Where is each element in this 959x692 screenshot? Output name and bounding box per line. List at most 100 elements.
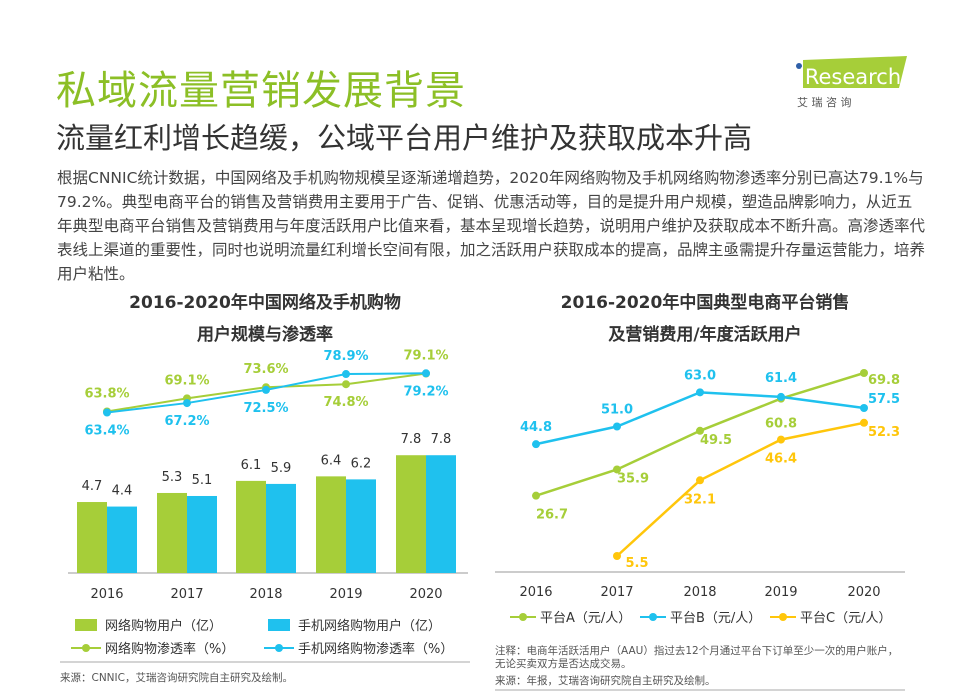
chart2-point-label: 46.4 [765, 452, 797, 467]
chart1-bar-label: 7.8 [431, 432, 452, 447]
chart1-legend-dot [82, 644, 90, 652]
chart1-point-label: 73.6% [243, 362, 288, 377]
page-subtitle: 流量红利增长趋缓，公域平台用户维护及获取成本升高 [56, 121, 753, 155]
chart2-point [613, 552, 621, 560]
chart1-point [422, 369, 430, 378]
chart2-point [696, 388, 704, 397]
chart1-point [183, 399, 191, 408]
logo-subtext: 艾 瑞 咨 询 [797, 95, 852, 109]
chart1-point-label: 63.4% [84, 423, 129, 438]
chart2-point-label: 51.0 [601, 403, 633, 418]
chart1-x-tick: 2018 [249, 587, 282, 602]
chart1-bar-label: 7.8 [401, 432, 422, 447]
chart2-point-label: 49.5 [700, 433, 732, 448]
chart2-source: 来源：年报，艾瑞咨询研究院自主研究及绘制。 [495, 675, 716, 687]
chart2-x-tick: 2018 [683, 585, 716, 600]
chart2-point [613, 465, 621, 474]
chart1-point-label: 79.1% [403, 349, 448, 364]
chart2-point [532, 440, 540, 449]
iresearch-logo: iResearch 艾 瑞 咨 询 [796, 56, 907, 109]
chart2-point-label: 44.8 [520, 420, 552, 435]
chart2-x-tick: 2019 [764, 585, 797, 600]
chart1-bar-label: 6.1 [241, 458, 262, 473]
chart1-legend-swatch [268, 619, 290, 631]
chart2-legend-dot [519, 613, 527, 621]
chart1-bar-label: 5.9 [271, 461, 292, 476]
chart2-legend-label: 平台B（元/人） [670, 611, 761, 626]
chart1-bar [346, 479, 376, 573]
chart2-point-label: 5.5 [625, 556, 648, 571]
chart2-point [696, 426, 704, 435]
chart2-point [777, 392, 785, 401]
chart2-point [777, 435, 785, 444]
chart2-legend-label: 平台C（元/人） [800, 611, 891, 626]
chart2-point-label: 32.1 [684, 492, 716, 507]
chart1-x-tick: 2016 [90, 587, 123, 602]
chart1-legend-label: 网络购物渗透率（%） [105, 641, 234, 657]
chart1-point-label: 72.5% [243, 401, 288, 416]
body-paragraph: 根据CNNIC统计数据，中国网络及手机购物规模呈逐渐递增趋势，2020年网络购物… [57, 169, 926, 283]
chart1-point-label: 79.2% [403, 384, 448, 399]
chart1-x-tick: 2017 [170, 587, 203, 602]
chart1-bar [426, 455, 456, 573]
chart2-legend-dot [779, 613, 787, 621]
chart1-point [103, 408, 111, 417]
chart2-title-line2: 及营销费用/年度活跃用户 [608, 325, 802, 345]
chart1-legend-label: 网络购物用户（亿） [105, 618, 222, 634]
chart2-point-label: 63.0 [684, 368, 716, 383]
chart2-legend-label: 平台A（元/人） [540, 611, 631, 626]
chart1-point-label: 63.8% [84, 387, 129, 402]
chart1-title-line2: 用户规模与渗透率 [197, 325, 333, 345]
chart1-legend-label: 手机网络购物用户（亿） [298, 618, 441, 634]
chart2-point [860, 418, 868, 427]
chart2-point [860, 369, 868, 378]
chart2-x-tick: 2017 [600, 585, 633, 600]
chart2-point [696, 476, 704, 485]
chart1-legend-label: 手机网络购物渗透率（%） [298, 641, 453, 657]
logo-text: iResearch [799, 65, 901, 89]
chart2-point-label: 35.9 [617, 471, 649, 486]
chart1-bar [107, 506, 137, 573]
chart1-point-label: 74.8% [323, 395, 368, 410]
chart1-bar-label: 5.3 [162, 470, 183, 485]
chart1-bar [157, 492, 187, 573]
chart1-point-label: 69.1% [164, 373, 209, 388]
chart1-point [262, 385, 270, 394]
chart1-bar-label: 6.4 [321, 453, 342, 468]
chart1-legend-dot [275, 644, 283, 652]
chart1-point [342, 370, 350, 379]
chart1-bar [396, 455, 426, 573]
chart1-point-label: 78.9% [323, 349, 368, 364]
chart2-title-line1: 2016-2020年中国典型电商平台销售 [560, 293, 850, 313]
chart2-point-label: 26.7 [536, 508, 568, 523]
chart2-point-label: 61.4 [765, 371, 797, 386]
page-title: 私域流量营销发展背景 [56, 68, 466, 114]
chart2-point-label: 69.8 [868, 373, 900, 388]
chart1-bar [236, 480, 266, 573]
chart2-point [532, 491, 540, 500]
chart1-bar-label: 4.7 [82, 479, 103, 494]
chart1-bar [266, 483, 296, 573]
chart2-x-tick: 2020 [847, 585, 880, 600]
chart1-bar-label: 4.4 [112, 484, 133, 499]
chart2-point [613, 422, 621, 431]
chart1-bar [77, 502, 107, 573]
chart1-bar-label: 6.2 [351, 456, 372, 471]
chart1-point-label: 67.2% [164, 414, 209, 429]
chart2-legend-dot [649, 613, 657, 621]
chart2-point-label: 52.3 [868, 425, 900, 440]
chart1-bar [187, 495, 217, 573]
chart2-point-label: 60.8 [765, 417, 797, 432]
chart1-x-tick: 2019 [329, 587, 362, 602]
chart1-point [342, 380, 350, 389]
chart1-x-tick: 2020 [409, 587, 442, 602]
chart1-title-line1: 2016-2020年中国网络及手机购物 [129, 293, 401, 313]
chart2-line [616, 421, 865, 557]
chart2-point [860, 404, 868, 413]
chart1-bar [316, 476, 346, 573]
chart1-legend-swatch [75, 619, 97, 631]
chart2-point-label: 57.5 [868, 392, 900, 407]
chart2-note: 注释：电商年活跃活用户（AAU）指过去12个月通过平台下订单至少一次的用户账户，… [495, 645, 899, 670]
chart1-bar-label: 5.1 [192, 473, 213, 488]
